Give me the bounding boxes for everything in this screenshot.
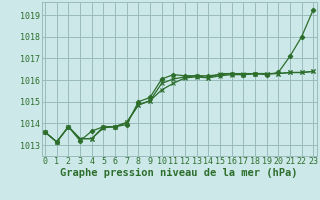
X-axis label: Graphe pression niveau de la mer (hPa): Graphe pression niveau de la mer (hPa) <box>60 168 298 178</box>
